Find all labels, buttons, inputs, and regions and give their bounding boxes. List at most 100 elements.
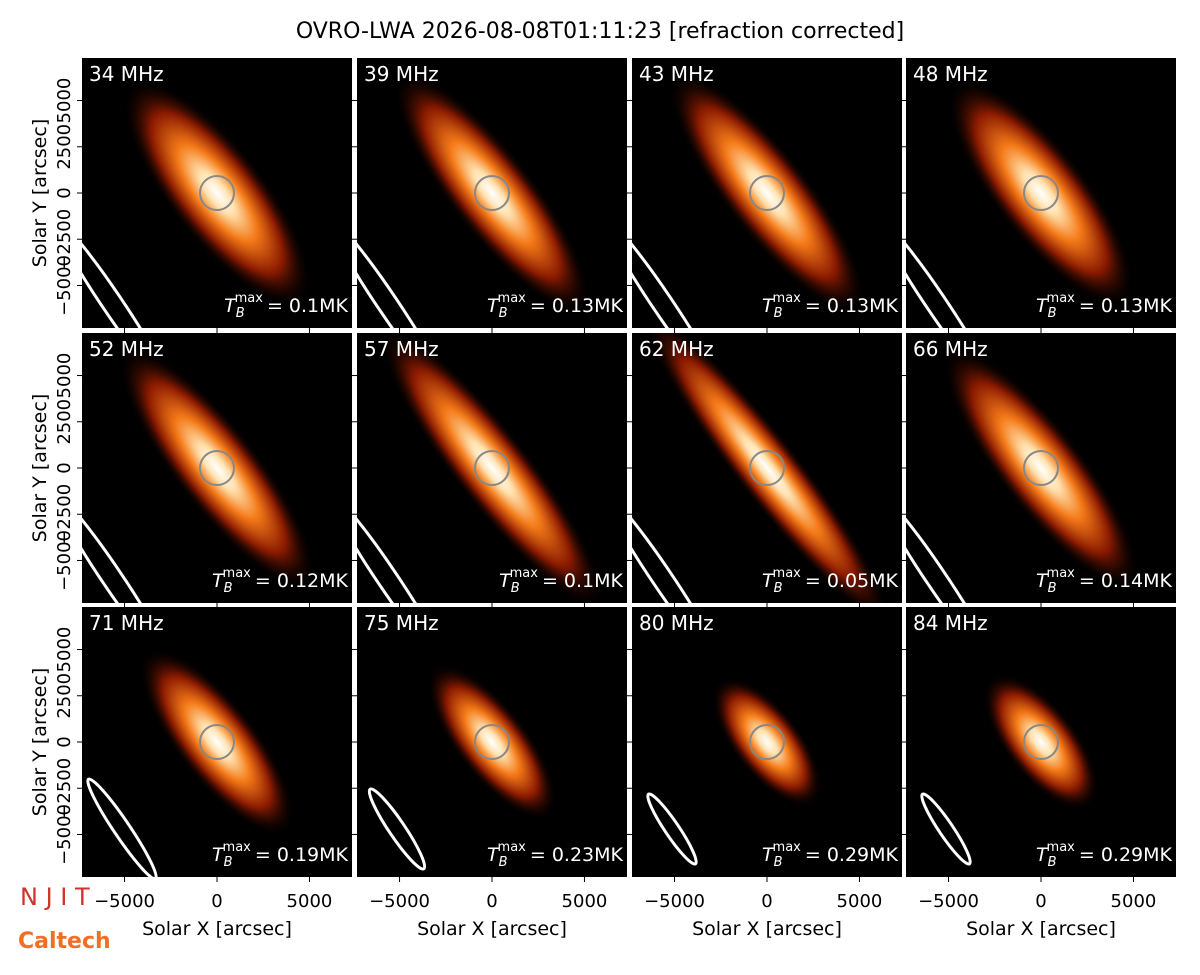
logo-njit: N J I T xyxy=(20,883,90,911)
panel-label: 84 MHz xyxy=(913,611,988,635)
annotation-sub: B xyxy=(774,855,783,870)
y-tick-label: 2500 xyxy=(54,124,75,170)
beam xyxy=(632,218,721,328)
annotation-value: = 0.1MK xyxy=(542,570,624,592)
panel-label: 80 MHz xyxy=(639,611,714,635)
x-tick-label: 0 xyxy=(761,891,772,912)
emission xyxy=(983,673,1099,811)
emission xyxy=(712,677,822,807)
annotation: TBmax = 0.1MK xyxy=(499,566,623,596)
panel xyxy=(632,333,902,603)
x-tick-label: −5000 xyxy=(94,891,155,912)
annotation: TBmax = 0.29MK xyxy=(1036,840,1173,870)
annotation-sup: max xyxy=(773,291,802,306)
emission xyxy=(947,79,1135,307)
annotation-value: = 0.13MK xyxy=(805,295,899,317)
panel-label: 34 MHz xyxy=(89,62,164,86)
beam xyxy=(86,777,158,877)
x-tick-label: 5000 xyxy=(562,891,608,912)
annotation: TBmax = 0.1MK xyxy=(224,291,348,321)
emission xyxy=(393,72,591,314)
emission xyxy=(942,347,1140,589)
annotation-value: = 0.1MK xyxy=(267,295,349,317)
panel xyxy=(82,333,352,603)
panel-label: 48 MHz xyxy=(913,62,988,86)
annotation-value: = 0.14MK xyxy=(1079,570,1173,592)
panel-label: 43 MHz xyxy=(639,62,714,86)
annotation-symbol: T xyxy=(1036,844,1049,866)
panel xyxy=(906,333,1176,603)
solar-disk xyxy=(474,175,510,211)
beam xyxy=(906,493,995,603)
panel-label: 71 MHz xyxy=(89,611,164,635)
annotation-symbol: T xyxy=(762,844,775,866)
emission xyxy=(668,72,866,314)
x-tick-label: 5000 xyxy=(837,891,883,912)
annotation: TBmax = 0.12MK xyxy=(212,566,349,596)
panel xyxy=(82,58,352,328)
annotation: TBmax = 0.14MK xyxy=(1036,566,1173,596)
beam xyxy=(82,493,171,603)
annotation-sub: B xyxy=(1048,855,1057,870)
panel xyxy=(357,607,627,877)
logo-caltech: Caltech xyxy=(18,929,111,954)
x-tick-label: 0 xyxy=(486,891,497,912)
annotation-sub: B xyxy=(224,581,233,596)
annotation: TBmax = 0.05MK xyxy=(762,566,899,596)
annotation-sub: B xyxy=(1048,581,1057,596)
panel-label: 62 MHz xyxy=(639,337,714,361)
annotation-sup: max xyxy=(1047,566,1076,581)
solar-disk xyxy=(474,450,510,486)
panel-label: 39 MHz xyxy=(364,62,439,86)
panel xyxy=(632,58,902,328)
annotation-sup: max xyxy=(498,840,527,855)
annotation-sup: max xyxy=(1047,291,1076,306)
beam xyxy=(82,218,171,328)
annotation: TBmax = 0.23MK xyxy=(487,840,624,870)
annotation: TBmax = 0.13MK xyxy=(762,291,899,321)
panel-label: 52 MHz xyxy=(89,337,164,361)
annotation-symbol: T xyxy=(224,295,237,317)
beam xyxy=(920,792,972,866)
annotation-sub: B xyxy=(774,581,783,596)
solar-disk xyxy=(474,724,510,760)
beam xyxy=(632,493,721,603)
annotation: TBmax = 0.19MK xyxy=(212,840,349,870)
x-axis-label: Solar X [arcsec] xyxy=(142,918,292,940)
beam xyxy=(357,493,446,603)
annotation: TBmax = 0.13MK xyxy=(1036,291,1173,321)
annotation-sub: B xyxy=(511,581,520,596)
annotation-sup: max xyxy=(498,291,527,306)
annotation-value: = 0.29MK xyxy=(805,844,899,866)
y-tick-label: 5000 xyxy=(54,627,75,673)
solar-disk xyxy=(1023,175,1059,211)
panel-label: 75 MHz xyxy=(364,611,439,635)
annotation-sup: max xyxy=(773,566,802,581)
x-tick-label: −5000 xyxy=(918,891,979,912)
x-tick-label: 5000 xyxy=(1111,891,1157,912)
annotation-sub: B xyxy=(774,306,783,321)
solar-disk xyxy=(749,175,785,211)
emission xyxy=(122,78,312,308)
panel-label: 66 MHz xyxy=(913,337,988,361)
x-tick-label: −5000 xyxy=(369,891,430,912)
beam xyxy=(367,787,427,871)
beam xyxy=(357,218,446,328)
beam xyxy=(906,218,995,328)
emission xyxy=(644,333,890,603)
emission xyxy=(426,663,558,821)
x-tick-label: 5000 xyxy=(287,891,333,912)
annotation-value: = 0.05MK xyxy=(805,570,899,592)
y-axis-label: Solar Y [arcsec] xyxy=(29,394,51,542)
annotation-sup: max xyxy=(235,291,264,306)
annotation-sub: B xyxy=(499,855,508,870)
annotation-value: = 0.29MK xyxy=(1079,844,1173,866)
annotation-symbol: T xyxy=(1036,570,1049,592)
y-tick-label: 0 xyxy=(54,462,75,473)
annotation-symbol: T xyxy=(762,295,775,317)
x-axis-label: Solar X [arcsec] xyxy=(692,918,842,940)
x-tick-label: 0 xyxy=(1035,891,1046,912)
y-tick-label: 0 xyxy=(54,187,75,198)
annotation-value: = 0.13MK xyxy=(1079,295,1173,317)
